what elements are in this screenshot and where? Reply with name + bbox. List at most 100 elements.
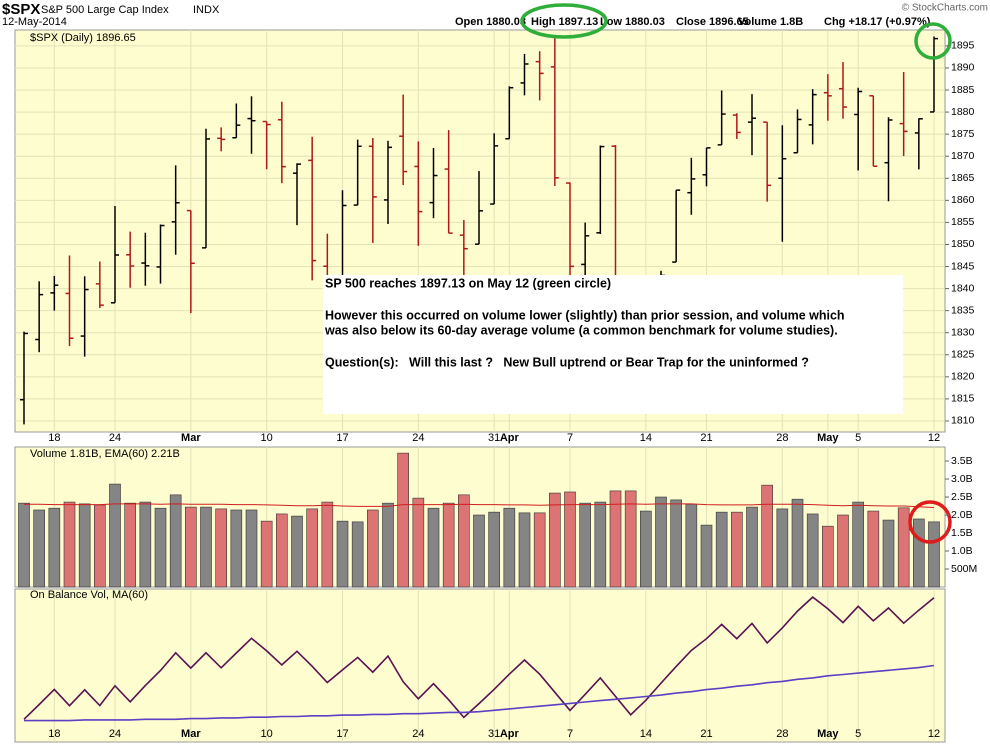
volume-bar xyxy=(397,452,409,588)
volume-bar xyxy=(18,502,30,588)
volume-bar xyxy=(78,503,91,588)
volume-bar xyxy=(700,524,713,588)
y-tick-label: 1830 xyxy=(951,326,975,338)
volume-bar xyxy=(230,509,243,588)
x-tick-label: 7 xyxy=(567,432,573,444)
volume-bar xyxy=(518,512,531,588)
volume-bar xyxy=(109,483,121,588)
x-tick-label: Mar xyxy=(181,728,201,740)
x-tick-label: 28 xyxy=(776,432,788,444)
volume-bar xyxy=(746,506,758,588)
x-tick-label: 24 xyxy=(412,728,424,740)
x-tick-label: 7 xyxy=(567,728,573,740)
x-tick-label: 12 xyxy=(928,432,940,444)
volume-bar xyxy=(185,506,197,588)
annotation-box xyxy=(323,275,903,414)
line xyxy=(23,596,935,720)
volume-bar xyxy=(928,521,940,588)
y-tick-label: 1825 xyxy=(951,349,975,361)
y-tick-label: 1815 xyxy=(951,393,975,405)
x-tick-label: 17 xyxy=(336,432,348,444)
volume-bar xyxy=(442,502,455,588)
y-tick-label: 1850 xyxy=(951,238,975,250)
x-tick-label: Mar xyxy=(181,432,201,444)
annotation: Question(s): Will this last ? New Bull u… xyxy=(325,355,809,369)
x-tick-label: Apr xyxy=(500,728,520,740)
y-tick-label: 1810 xyxy=(951,415,975,427)
line xyxy=(24,503,935,508)
annotation: However this occurred on volume lower (s… xyxy=(325,308,845,322)
x-tick-label: May xyxy=(817,728,839,740)
obv-panel xyxy=(14,588,946,743)
symbol: $SPX xyxy=(2,1,40,18)
volume-bar xyxy=(154,507,167,588)
x-tick-label: 18 xyxy=(48,728,60,740)
volume-bar xyxy=(63,501,76,588)
annotation: was also below its 60-day average volume… xyxy=(324,323,838,337)
volume-bar xyxy=(321,501,334,588)
x-tick-label: 18 xyxy=(48,432,60,444)
obv-legend: On Balance Vol, MA(60) xyxy=(30,589,148,601)
volume-bar xyxy=(488,511,500,588)
volume-bar xyxy=(367,509,379,588)
volume-bar xyxy=(913,518,925,588)
x-tick-label: 14 xyxy=(640,432,652,444)
y-tick-label: 1895 xyxy=(951,40,975,52)
volume-bar xyxy=(822,525,834,588)
volume-bar xyxy=(640,510,652,588)
y-tick-label: 1855 xyxy=(951,216,975,228)
volume-bar xyxy=(124,502,136,588)
date: 12-May-2014 xyxy=(2,16,67,28)
y-tick-label: 3.0B xyxy=(951,473,973,485)
volume-bar xyxy=(139,501,152,588)
y-tick-label: 1870 xyxy=(951,150,975,162)
x-tick-label: 28 xyxy=(776,728,788,740)
volume-bar xyxy=(685,503,698,588)
volume-bar xyxy=(791,498,804,588)
y-tick-label: 1875 xyxy=(951,128,975,140)
volume-bar xyxy=(458,494,470,588)
quote-change: Chg +18.17 (+0.97%) xyxy=(824,16,931,28)
marks xyxy=(18,35,940,722)
x-tick-label: 21 xyxy=(700,728,712,740)
quote-close: Close 1896.65 xyxy=(676,16,749,28)
x-tick-label: 5 xyxy=(855,432,861,444)
volume-bar xyxy=(33,509,45,588)
copyright: © StockCharts.com xyxy=(902,3,988,14)
quote-high: High 1897.13 xyxy=(531,16,598,28)
volume-bar xyxy=(200,506,212,588)
y-tick-label: 1865 xyxy=(951,172,975,184)
x-tick-label: 17 xyxy=(336,728,348,740)
annotation: SP 500 reaches 1897.13 on May 12 (green … xyxy=(325,276,611,290)
line xyxy=(24,664,935,722)
volume-bar xyxy=(882,519,895,588)
volume-bar xyxy=(215,508,227,588)
volume-bar xyxy=(503,507,516,588)
volume-bar xyxy=(382,502,394,588)
exchange: INDX xyxy=(193,4,220,16)
volume-bar xyxy=(473,514,485,588)
y-tick-label: 1885 xyxy=(951,84,975,96)
x-tick-label: 31 xyxy=(488,728,500,740)
x-tick-label: May xyxy=(817,432,839,444)
volume-bar xyxy=(260,520,273,588)
volume-bar xyxy=(852,501,864,588)
volume-bar xyxy=(291,515,303,588)
quote-open: Open 1880.03 xyxy=(455,16,526,28)
y-tick-label: 1880 xyxy=(951,106,975,118)
volume-bar xyxy=(761,484,773,588)
x-tick-label: 5 xyxy=(855,728,861,740)
volume-bar xyxy=(245,509,258,588)
y-tick-label: 1860 xyxy=(951,194,975,206)
volume-bar xyxy=(655,496,667,588)
y-tick-label: 2.0B xyxy=(951,509,973,521)
x-tick-label: 24 xyxy=(412,432,424,444)
volume-bar xyxy=(169,494,182,588)
quote-volume: Volume 1.8B xyxy=(738,16,803,28)
x-tick-label: 14 xyxy=(640,728,652,740)
quote-low: Low 1880.03 xyxy=(600,16,665,28)
y-tick-label: 1.5B xyxy=(951,527,973,539)
volume-bar xyxy=(837,514,849,588)
volume-legend: Volume 1.81B, EMA(60) 2.21B xyxy=(30,448,180,460)
